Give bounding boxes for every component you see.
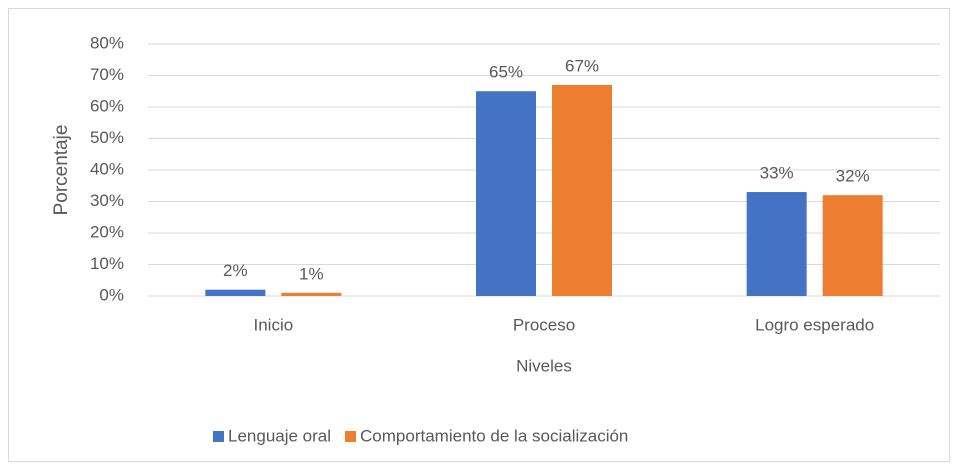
x-axis-title: Niveles <box>516 356 572 375</box>
bar <box>476 91 536 296</box>
y-tick-label: 80% <box>90 33 124 52</box>
data-label: 1% <box>299 264 324 283</box>
y-axis-title: Porcentaje <box>51 125 72 216</box>
bar <box>746 192 807 296</box>
y-tick-label: 20% <box>90 222 124 241</box>
bar <box>822 195 883 296</box>
x-tick-label: Proceso <box>513 315 575 334</box>
bar <box>552 84 612 296</box>
data-label: 67% <box>565 56 599 75</box>
y-tick-label: 70% <box>90 65 124 84</box>
y-tick-label: 10% <box>90 254 124 273</box>
legend-label: Lenguaje oral <box>228 426 331 445</box>
y-tick-label: 60% <box>90 96 124 115</box>
bar <box>205 289 266 296</box>
y-tick-label: 40% <box>90 159 124 178</box>
legend-swatch <box>345 431 357 442</box>
bar <box>281 292 342 296</box>
data-label: 32% <box>836 167 870 186</box>
y-tick-label: 0% <box>99 285 124 304</box>
y-tick-label: 50% <box>90 128 124 147</box>
data-label: 2% <box>223 261 248 280</box>
data-label: 65% <box>489 63 523 82</box>
legend-swatch <box>213 431 224 442</box>
x-tick-label: Logro esperado <box>755 315 874 334</box>
legend-label: Comportamiento de la socialización <box>360 426 628 445</box>
x-tick-label: Inicio <box>253 315 293 334</box>
y-tick-label: 30% <box>90 191 124 210</box>
data-label: 33% <box>760 164 794 183</box>
